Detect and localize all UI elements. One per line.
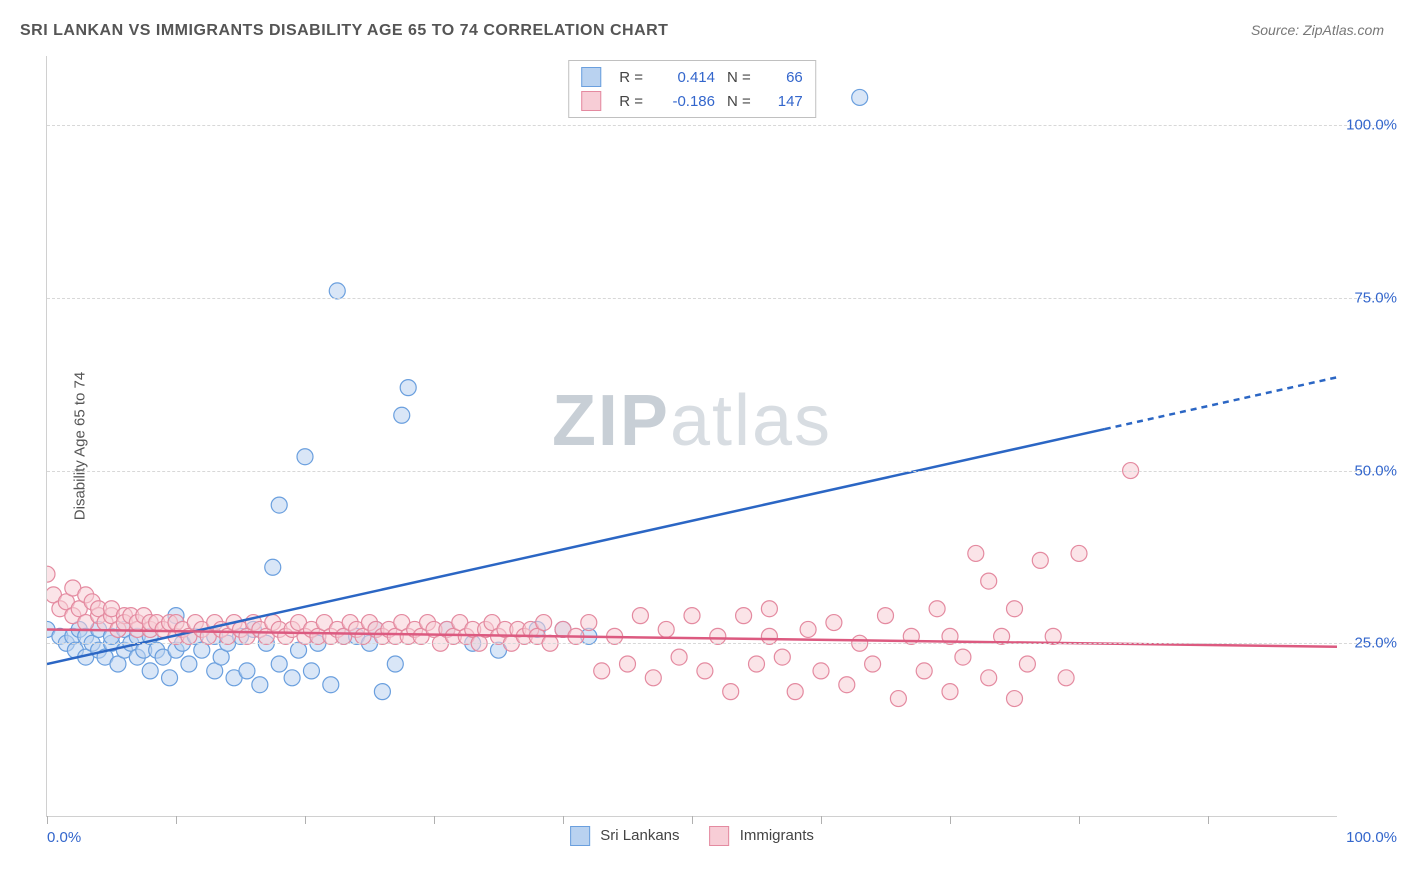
legend-item-1: Sri Lankans [570, 826, 679, 846]
scatter-point [749, 656, 765, 672]
scatter-point [736, 608, 752, 624]
scatter-point [536, 615, 552, 631]
scatter-point [1032, 552, 1048, 568]
x-tick [692, 816, 693, 824]
scatter-point [594, 663, 610, 679]
scatter-point [684, 608, 700, 624]
scatter-point [787, 684, 803, 700]
series-legend: Sri Lankans Immigrants [570, 826, 814, 846]
x-tick [950, 816, 951, 824]
scatter-point [723, 684, 739, 700]
x-tick [176, 816, 177, 824]
scatter-point [800, 621, 816, 637]
scatter-point [1019, 656, 1035, 672]
scatter-point [826, 615, 842, 631]
scatter-point [142, 663, 158, 679]
scatter-point [761, 628, 777, 644]
legend-swatch-bottom-2 [710, 826, 730, 846]
legend-swatch-bottom-1 [570, 826, 590, 846]
scatter-point [981, 670, 997, 686]
scatter-point [1071, 545, 1087, 561]
scatter-point [271, 497, 287, 513]
scatter-point [374, 684, 390, 700]
x-tick-label-left: 0.0% [47, 829, 81, 846]
x-tick [563, 816, 564, 824]
y-tick-label: 75.0% [1354, 289, 1397, 306]
scatter-point [981, 573, 997, 589]
scatter-point [774, 649, 790, 665]
legend-label-1: Sri Lankans [600, 827, 679, 844]
x-tick [821, 816, 822, 824]
scatter-point [955, 649, 971, 665]
scatter-point [581, 615, 597, 631]
chart-container: SRI LANKAN VS IMMIGRANTS DISABILITY AGE … [0, 0, 1406, 892]
gridline-h [47, 471, 1387, 472]
scatter-point [1058, 670, 1074, 686]
y-tick-label: 25.0% [1354, 635, 1397, 652]
scatter-point [400, 380, 416, 396]
scatter-point [271, 656, 287, 672]
x-tick [1079, 816, 1080, 824]
scatter-point [761, 601, 777, 617]
legend-item-2: Immigrants [710, 826, 814, 846]
scatter-point [968, 545, 984, 561]
chart-title: SRI LANKAN VS IMMIGRANTS DISABILITY AGE … [20, 22, 668, 40]
scatter-point [671, 649, 687, 665]
scatter-point [710, 628, 726, 644]
source-attribution: Source: ZipAtlas.com [1251, 22, 1384, 38]
gridline-h [47, 125, 1387, 126]
source-label: Source: [1251, 22, 1299, 38]
scatter-point [387, 656, 403, 672]
scatter-point [929, 601, 945, 617]
gridline-h [47, 298, 1387, 299]
scatter-point [1007, 601, 1023, 617]
legend-label-2: Immigrants [740, 827, 814, 844]
scatter-point [297, 449, 313, 465]
scatter-point [890, 691, 906, 707]
scatter-point [942, 684, 958, 700]
scatter-point [697, 663, 713, 679]
scatter-point [839, 677, 855, 693]
x-tick-label-right: 100.0% [1346, 829, 1397, 846]
scatter-point [239, 663, 255, 679]
scatter-point [658, 621, 674, 637]
scatter-point [181, 656, 197, 672]
trend-line-extrapolated [1105, 377, 1337, 429]
scatter-point [162, 670, 178, 686]
scatter-point [252, 677, 268, 693]
scatter-point [47, 566, 55, 582]
x-tick [47, 816, 48, 824]
scatter-point [852, 89, 868, 105]
gridline-h [47, 643, 1387, 644]
scatter-point [265, 559, 281, 575]
x-tick [1208, 816, 1209, 824]
scatter-point [394, 407, 410, 423]
scatter-point [878, 608, 894, 624]
scatter-point [865, 656, 881, 672]
scatter-point [284, 670, 300, 686]
source-name: ZipAtlas.com [1303, 22, 1384, 38]
scatter-point [645, 670, 661, 686]
scatter-point [632, 608, 648, 624]
scatter-point [1007, 691, 1023, 707]
scatter-point [813, 663, 829, 679]
scatter-point [323, 677, 339, 693]
x-tick [305, 816, 306, 824]
y-tick-label: 100.0% [1346, 117, 1397, 134]
y-tick-label: 50.0% [1354, 462, 1397, 479]
plot-area: ZIPatlas R = 0.414 N = 66 R = -0.186 N =… [46, 56, 1337, 817]
scatter-point [916, 663, 932, 679]
plot-svg [47, 56, 1397, 816]
scatter-point [329, 283, 345, 299]
scatter-point [620, 656, 636, 672]
scatter-point [303, 663, 319, 679]
x-tick [434, 816, 435, 824]
